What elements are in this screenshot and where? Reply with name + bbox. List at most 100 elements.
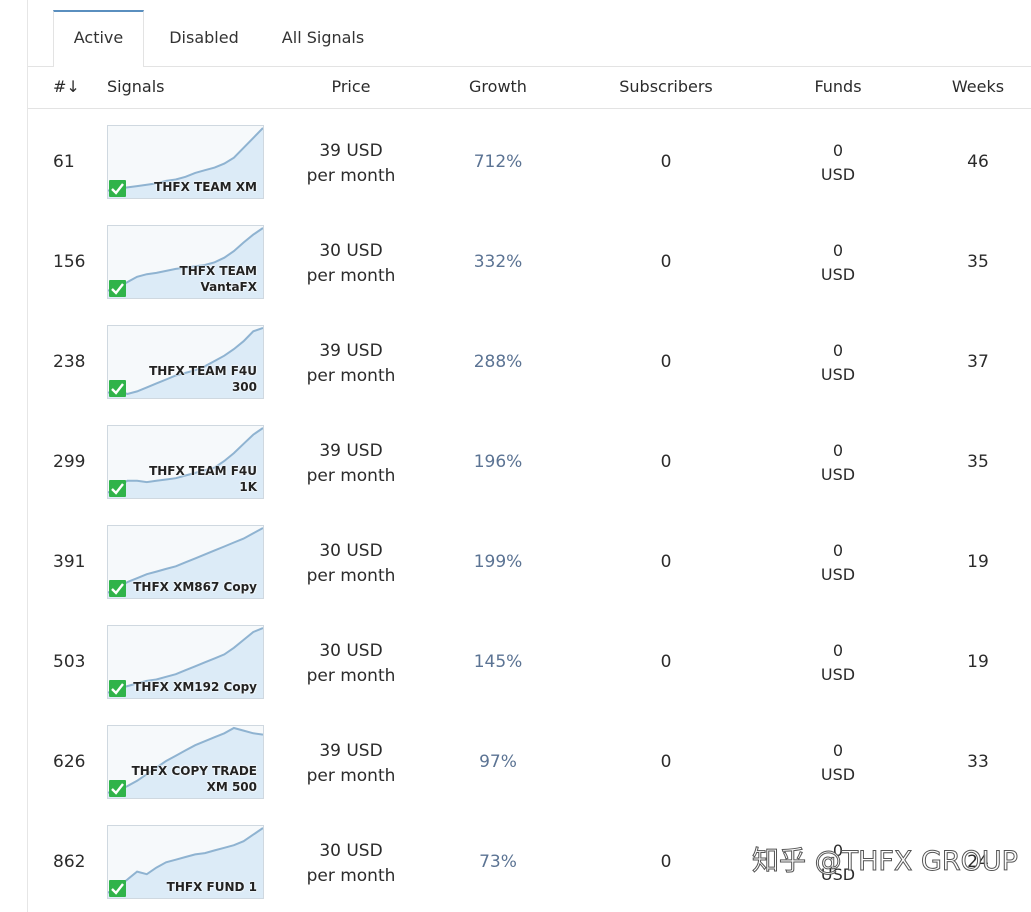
subscribers-value: 0	[660, 352, 672, 372]
weeks-value: 46	[967, 152, 989, 172]
signal-name-line1: THFX XM192 Copy	[133, 680, 257, 694]
signal-thumbnail[interactable]: THFX TEAM XM	[107, 125, 264, 199]
signal-name-line2: 1K	[239, 480, 257, 494]
funds-amount: 0	[832, 841, 844, 860]
funds-amount: 0	[832, 641, 844, 660]
price-period: per month	[306, 466, 396, 486]
weeks-value: 19	[967, 652, 989, 672]
price-amount: 39 USD	[319, 741, 383, 761]
price-cell: 30 USD per month	[290, 539, 412, 589]
subscribers-value: 0	[660, 552, 672, 572]
funds-amount: 0	[832, 441, 844, 460]
funds-cell: 0 USD	[778, 139, 898, 187]
growth-value: 712%	[473, 152, 523, 172]
weeks-value: 33	[967, 752, 989, 772]
signal-name: THFX TEAM VantaFX	[180, 263, 257, 295]
signal-thumbnail[interactable]: THFX TEAM F4U 1K	[107, 425, 264, 499]
signal-thumbnail[interactable]: THFX TEAM F4U 300	[107, 325, 264, 399]
funds-unit: USD	[820, 565, 856, 584]
signal-name: THFX TEAM F4U 1K	[149, 463, 257, 495]
growth-sparkline	[108, 527, 263, 598]
tab-all-signals[interactable]: All Signals	[281, 28, 365, 47]
rank-value: 156	[53, 252, 86, 272]
price-period: per month	[306, 366, 396, 386]
price-period: per month	[306, 566, 396, 586]
price-cell: 39 USD per month	[290, 139, 412, 189]
rank-value: 238	[53, 352, 86, 372]
funds-unit: USD	[820, 865, 856, 884]
weeks-value: 35	[967, 252, 989, 272]
signal-thumbnail[interactable]: THFX COPY TRADE XM 500	[107, 725, 264, 799]
header-rank-sort[interactable]: #↓	[53, 77, 80, 96]
price-period: per month	[306, 266, 396, 286]
tab-disabled[interactable]: Disabled	[169, 28, 239, 47]
price-cell: 30 USD per month	[290, 239, 412, 289]
checkmark-icon	[109, 580, 126, 597]
header-funds[interactable]: Funds	[814, 77, 862, 96]
growth-value: 97%	[479, 752, 517, 772]
header-subscribers[interactable]: Subscribers	[619, 77, 713, 96]
checkmark-icon	[109, 280, 126, 297]
rank-value: 61	[53, 152, 75, 172]
header-price[interactable]: Price	[331, 77, 371, 96]
weeks-value: 19	[967, 552, 989, 572]
signal-name-line2: VantaFX	[200, 280, 257, 294]
table-row[interactable]: 299 THFX TEAM F4U 1K 39 USD per month 19…	[28, 412, 1031, 512]
funds-unit: USD	[820, 365, 856, 384]
signal-name-line1: THFX TEAM	[179, 264, 257, 278]
signal-name-line1: THFX TEAM F4U	[149, 364, 257, 378]
tab-active[interactable]: Active	[53, 10, 144, 67]
rank-value: 626	[53, 752, 86, 772]
funds-cell: 0 USD	[778, 539, 898, 587]
subscribers-value: 0	[660, 152, 672, 172]
weeks-value: 35	[967, 452, 989, 472]
funds-unit: USD	[820, 465, 856, 484]
table-row[interactable]: 626 THFX COPY TRADE XM 500 39 USD per mo…	[28, 712, 1031, 812]
signal-thumbnail[interactable]: THFX XM867 Copy	[107, 525, 264, 599]
signal-name-line1: THFX TEAM XM	[154, 180, 257, 194]
signal-name-line2: 300	[231, 380, 257, 394]
growth-sparkline	[108, 327, 263, 398]
signal-name-line1: THFX FUND 1	[166, 880, 257, 894]
rank-value: 503	[53, 652, 86, 672]
funds-amount: 0	[832, 541, 844, 560]
rank-value: 862	[53, 852, 86, 872]
checkmark-icon	[109, 180, 126, 197]
signal-name: THFX COPY TRADE XM 500	[132, 763, 257, 795]
header-growth[interactable]: Growth	[469, 77, 527, 96]
signal-name: THFX XM867 Copy	[133, 579, 257, 595]
rank-value: 299	[53, 452, 86, 472]
table-row[interactable]: 862 THFX FUND 1 30 USD per month 73% 0 0…	[28, 812, 1031, 912]
table-row[interactable]: 503 THFX XM192 Copy 30 USD per month 145…	[28, 612, 1031, 712]
price-amount: 39 USD	[319, 341, 383, 361]
subscribers-value: 0	[660, 752, 672, 772]
price-amount: 39 USD	[319, 141, 383, 161]
price-period: per month	[306, 166, 396, 186]
table-row[interactable]: 238 THFX TEAM F4U 300 39 USD per month 2…	[28, 312, 1031, 412]
growth-sparkline	[108, 127, 263, 198]
table-row[interactable]: 61 THFX TEAM XM 39 USD per month 712% 0 …	[28, 112, 1031, 212]
funds-unit: USD	[820, 165, 856, 184]
signal-name-line2: XM 500	[206, 780, 257, 794]
checkmark-icon	[109, 680, 126, 697]
signal-name-line1: THFX XM867 Copy	[133, 580, 257, 594]
checkmark-icon	[109, 880, 126, 897]
header-weeks[interactable]: Weeks	[951, 77, 1005, 96]
header-signals[interactable]: Signals	[107, 77, 165, 96]
price-amount: 30 USD	[319, 841, 383, 861]
signal-thumbnail[interactable]: THFX FUND 1	[107, 825, 264, 899]
growth-value: 288%	[473, 352, 523, 372]
funds-cell: 0 USD	[778, 439, 898, 487]
subscribers-value: 0	[660, 852, 672, 872]
funds-cell: 0 USD	[778, 239, 898, 287]
funds-amount: 0	[832, 141, 844, 160]
growth-value: 73%	[479, 852, 517, 872]
table-row[interactable]: 156 THFX TEAM VantaFX 30 USD per month 3…	[28, 212, 1031, 312]
signal-thumbnail[interactable]: THFX XM192 Copy	[107, 625, 264, 699]
signal-thumbnail[interactable]: THFX TEAM VantaFX	[107, 225, 264, 299]
subscribers-value: 0	[660, 252, 672, 272]
price-cell: 30 USD per month	[290, 839, 412, 889]
price-amount: 30 USD	[319, 241, 383, 261]
table-row[interactable]: 391 THFX XM867 Copy 30 USD per month 199…	[28, 512, 1031, 612]
checkmark-icon	[109, 480, 126, 497]
